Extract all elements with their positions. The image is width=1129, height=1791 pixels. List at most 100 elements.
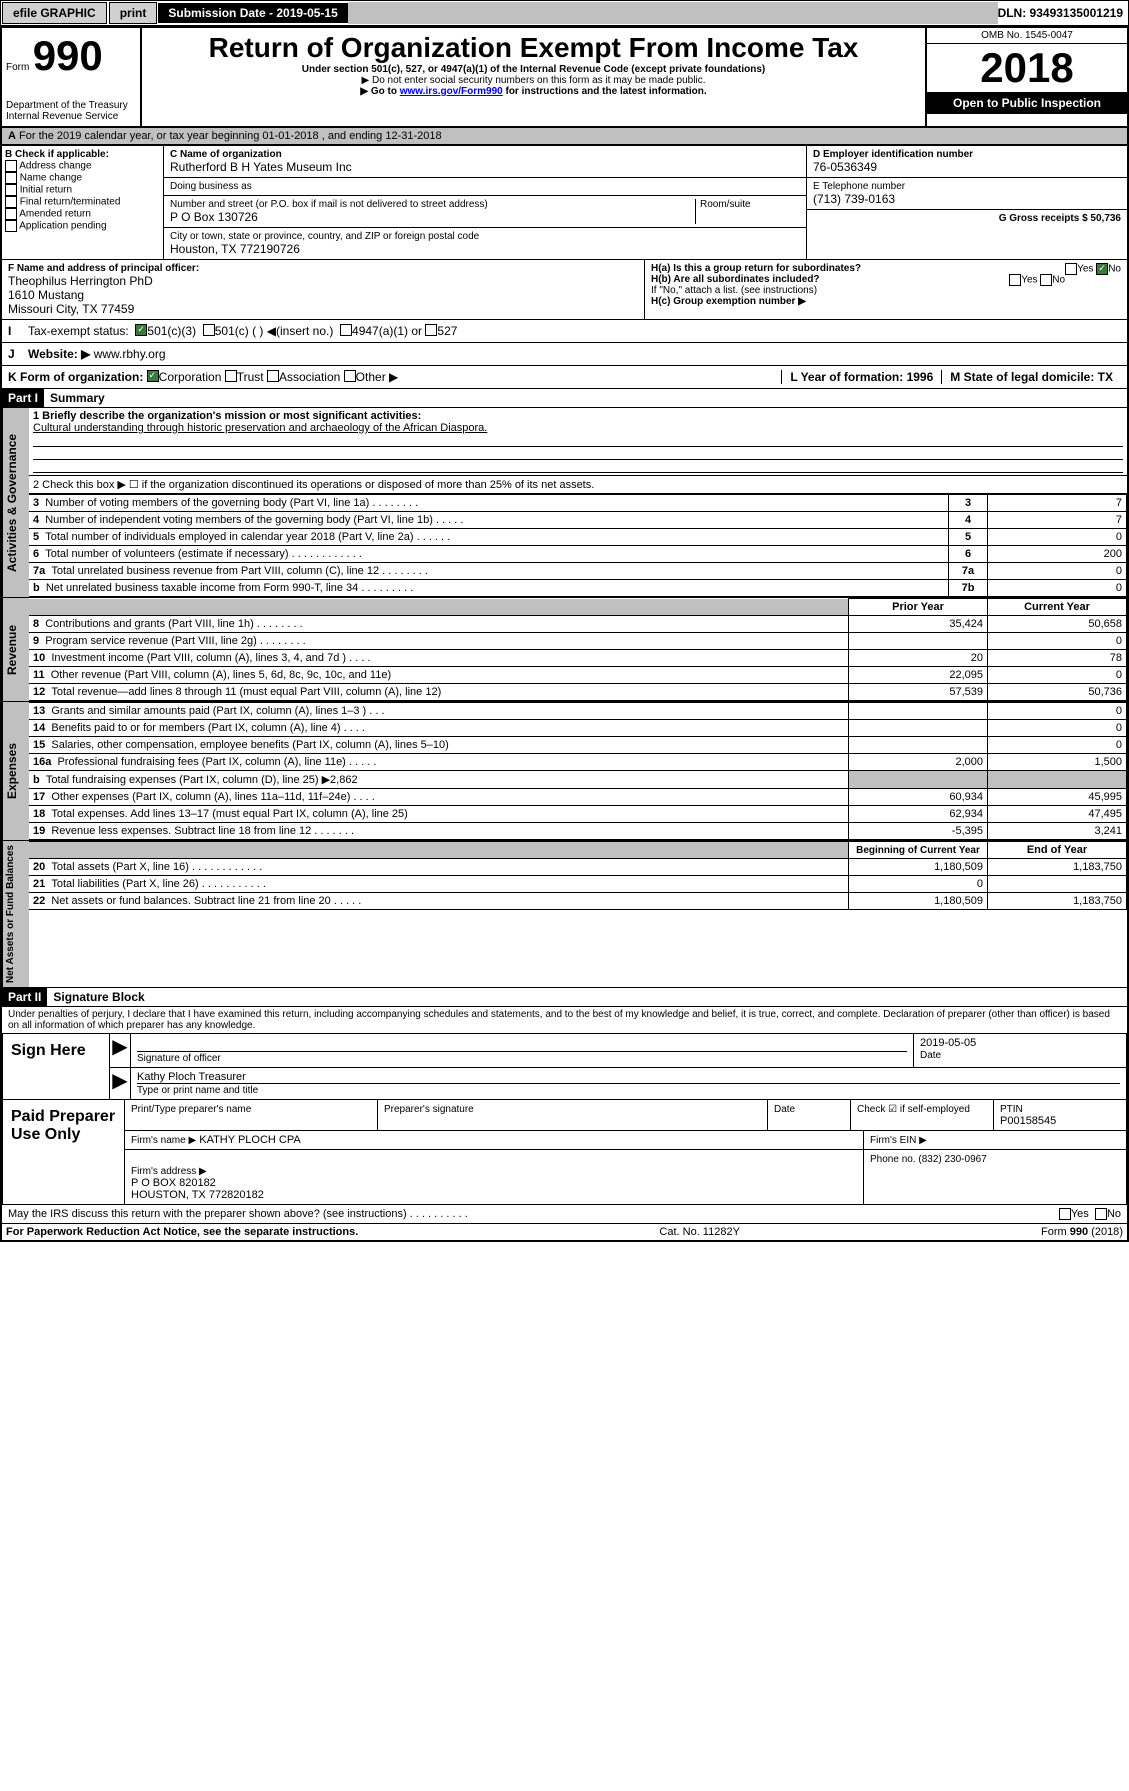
name-title: Kathy Ploch Treasurer [137, 1071, 1120, 1084]
discuss-yes-checkbox[interactable] [1059, 1208, 1071, 1220]
501c3-checkbox[interactable] [135, 324, 147, 336]
year-formation: L Year of formation: 1996 [781, 370, 941, 384]
sign-arrow-icon-2: ▶ [110, 1068, 131, 1099]
discuss-row: May the IRS discuss this return with the… [2, 1205, 1127, 1224]
corp-checkbox[interactable] [147, 370, 159, 382]
part1-body: Activities & Governance 1 Briefly descri… [2, 408, 1127, 988]
table-row: 18 Total expenses. Add lines 13–17 (must… [29, 806, 1127, 823]
paid-preparer-label: Paid Preparer Use Only [3, 1100, 125, 1204]
ptin-value: P00158545 [1000, 1115, 1056, 1127]
table-row: 14 Benefits paid to or for members (Part… [29, 720, 1127, 737]
ein-label: D Employer identification number [813, 149, 1121, 160]
discuss-text: May the IRS discuss this return with the… [8, 1208, 468, 1220]
discuss-no-checkbox[interactable] [1095, 1208, 1107, 1220]
col-prior: Prior Year [849, 599, 988, 616]
part2-title: Signature Block [47, 988, 150, 1006]
website-value: www.rbhy.org [94, 347, 166, 361]
opt-trust: Trust [237, 370, 264, 384]
dln-label: DLN: 93493135001219 [998, 6, 1128, 20]
part1-header: Part I [2, 389, 44, 407]
gross-receipts: G Gross receipts $ 50,736 [807, 210, 1127, 227]
self-employed-check[interactable]: Check ☑ if self-employed [857, 1104, 970, 1115]
note-link-row: ▶ Go to www.irs.gov/Form990 for instruct… [146, 86, 921, 97]
hb-note: If "No," attach a list. (see instruction… [651, 285, 1121, 296]
efile-label: efile GRAPHIC [2, 2, 107, 24]
section-klm: K Form of organization: Corporation Trus… [2, 366, 1127, 389]
b-opt-5[interactable]: Application pending [5, 220, 160, 232]
ha-row: H(a) Is this a group return for subordin… [651, 263, 1121, 274]
addr-label: Number and street (or P.O. box if mail i… [170, 199, 695, 210]
section-b: B Check if applicable: Address change Na… [2, 146, 164, 259]
sign-arrow-icon: ▶ [110, 1034, 131, 1067]
part1-header-row: Part I Summary [2, 389, 1127, 408]
print-name-label: Print/Type preparer's name [131, 1104, 251, 1115]
ein-value: 76-0536349 [813, 160, 1121, 174]
opt-assoc: Association [279, 370, 340, 384]
assoc-checkbox[interactable] [267, 370, 279, 382]
hc-label: H(c) Group exemption number ▶ [651, 296, 1121, 307]
omb-number: OMB No. 1545-0047 [927, 28, 1127, 44]
vert-governance: Activities & Governance [2, 408, 29, 597]
table-row: 12 Total revenue—add lines 8 through 11 … [29, 684, 1127, 701]
table-row: 13 Grants and similar amounts paid (Part… [29, 703, 1127, 720]
b-opt-1[interactable]: Name change [5, 172, 160, 184]
other-checkbox[interactable] [344, 370, 356, 382]
org-name: Rutherford B H Yates Museum Inc [170, 160, 800, 174]
tax-status-label: Tax-exempt status: [28, 324, 129, 338]
b-opt-2[interactable]: Initial return [5, 184, 160, 196]
note-ssn: ▶ Do not enter social security numbers o… [146, 75, 921, 86]
table-row: 19 Revenue less expenses. Subtract line … [29, 823, 1127, 840]
line1-label: 1 Briefly describe the organization's mi… [33, 410, 421, 422]
footer: For Paperwork Reduction Act Notice, see … [2, 1224, 1127, 1240]
527-checkbox[interactable] [425, 324, 437, 336]
officer-name: Theophilus Herrington PhD [8, 274, 638, 288]
officer-addr2: Missouri City, TX 77459 [8, 302, 638, 316]
j-label: J [8, 347, 28, 361]
section-j: J Website: ▶ www.rbhy.org [2, 343, 1127, 366]
501c-checkbox[interactable] [203, 324, 215, 336]
ptin-label: PTIN [1000, 1104, 1023, 1115]
print-button[interactable]: print [109, 2, 158, 24]
form-subtitle: Under section 501(c), 527, or 4947(a)(1)… [146, 64, 921, 75]
table-row: 7a Total unrelated business revenue from… [29, 563, 1127, 580]
section-b-header: B Check if applicable: [5, 149, 160, 160]
table-row: 21 Total liabilities (Part X, line 26) .… [29, 876, 1127, 893]
note2-post: for instructions and the latest informat… [503, 86, 707, 97]
4947-checkbox[interactable] [340, 324, 352, 336]
cat-no: Cat. No. 11282Y [659, 1226, 740, 1238]
gov-table: 3 Number of voting members of the govern… [29, 494, 1127, 597]
officer-sig-cell[interactable]: Signature of officer [131, 1034, 914, 1067]
b-opt-3[interactable]: Final return/terminated [5, 196, 160, 208]
section-c: C Name of organization Rutherford B H Ya… [164, 146, 806, 259]
col-end: End of Year [988, 842, 1127, 859]
name-title-label: Type or print name and title [137, 1085, 258, 1096]
hb-row: H(b) Are all subordinates included? Yes … [651, 274, 1121, 285]
opt-501c: 501(c) ( ) ◀(insert no.) [215, 324, 334, 338]
table-row: 15 Salaries, other compensation, employe… [29, 737, 1127, 754]
vert-netassets: Net Assets or Fund Balances [2, 841, 29, 987]
section-deg: D Employer identification number 76-0536… [806, 146, 1127, 259]
col-begin: Beginning of Current Year [849, 842, 988, 859]
b-opt-0[interactable]: Address change [5, 160, 160, 172]
date-cell: 2019-05-05 Date [914, 1034, 1126, 1067]
table-row: 5 Total number of individuals employed i… [29, 529, 1127, 546]
table-row: 8 Contributions and grants (Part VIII, l… [29, 616, 1127, 633]
table-row: 20 Total assets (Part X, line 16) . . . … [29, 859, 1127, 876]
name-title-cell: Kathy Ploch Treasurer Type or print name… [131, 1068, 1126, 1099]
mission-text: Cultural understanding through historic … [33, 422, 487, 434]
header-center: Return of Organization Exempt From Incom… [142, 28, 925, 126]
i-label: I [8, 324, 28, 338]
firm-ein-label: Firm's EIN ▶ [870, 1135, 927, 1146]
table-row: 3 Number of voting members of the govern… [29, 495, 1127, 512]
paid-preparer-block: Paid Preparer Use Only Print/Type prepar… [2, 1100, 1127, 1205]
b-opt-4[interactable]: Amended return [5, 208, 160, 220]
trust-checkbox[interactable] [225, 370, 237, 382]
date-label: Date [920, 1050, 941, 1061]
prep-date-label: Date [774, 1104, 795, 1115]
section-bcdefg: B Check if applicable: Address change Na… [2, 146, 1127, 260]
form-title: Return of Organization Exempt From Incom… [146, 32, 921, 64]
irs-link[interactable]: www.irs.gov/Form990 [400, 86, 503, 97]
submission-date: Submission Date - 2019-05-15 [158, 3, 347, 23]
prep-phone: Phone no. (832) 230-0967 [870, 1154, 987, 1165]
part1-title: Summary [44, 389, 111, 407]
